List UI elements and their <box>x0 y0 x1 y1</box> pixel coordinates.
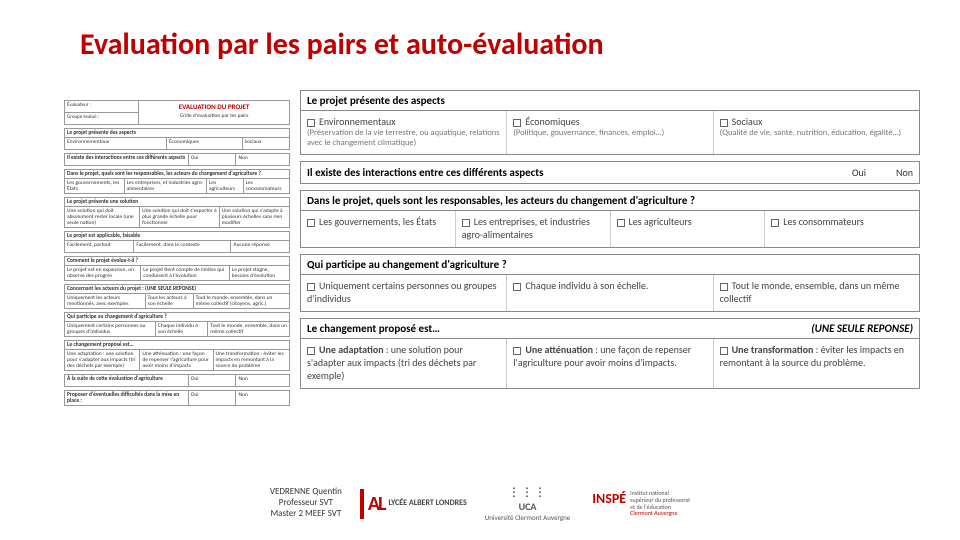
block-participants: Qui participe au changement d'agricultur… <box>300 254 920 312</box>
block-responsables: Dans le projet, quels sont les responsab… <box>300 190 920 248</box>
thumb-sec11: Proposer d'éventuelles difficultés dans … <box>65 391 189 406</box>
opt-entreprises[interactable]: Les entreprises, et industries agro-alim… <box>456 211 611 247</box>
author-degree: Master 2 MEEF SVT <box>270 509 342 520</box>
checkbox-icon <box>720 347 728 355</box>
checkbox-icon <box>307 119 315 127</box>
logo-bar-icon <box>360 489 364 519</box>
opt-agriculteurs[interactable]: Les agriculteurs <box>611 211 766 247</box>
evaluation-grid-thumbnail: Évaluateur : EVALUATION DU PROJET Grille… <box>64 100 290 450</box>
checkbox-icon <box>720 119 728 127</box>
logo-inspe: INSPÉ Institut national supérieur du pro… <box>588 490 690 516</box>
thumb-sec10: À la suite de cette évaluation d'agricul… <box>65 375 189 387</box>
checkbox-icon <box>720 283 728 291</box>
thumb-sec8: Qui participe au changement d'agricultur… <box>65 313 290 322</box>
logo-uca: ⋮⋮⋮ UCA Université Clermont Auvergne <box>485 485 571 522</box>
opt-chaque-individu[interactable]: Chaque individu à son échelle. <box>507 275 713 311</box>
slide-title: Evaluation par les pairs et auto-évaluat… <box>80 26 604 63</box>
checkbox-icon <box>513 119 521 127</box>
thumb-sec4: Le projet présente une solution <box>65 198 290 207</box>
thumb-sec7: Concernant les acteurs du projet : (UNE … <box>65 285 290 294</box>
opt-economiques[interactable]: Économiques (Politique, gouvernance, fin… <box>507 111 713 154</box>
opt-sociaux[interactable]: Sociaux (Qualité de vie, santé, nutritio… <box>714 111 919 154</box>
opt-gouvernements[interactable]: Les gouvernements, les États <box>301 211 456 247</box>
checkbox-icon <box>617 219 625 227</box>
logo-lycee: AL LYCÉE ALBERT LONDRES <box>360 489 467 519</box>
thumb-heading: EVALUATION DU PROJET <box>141 102 287 111</box>
opt-attenuation[interactable]: Une atténuation : une façon de repenser … <box>507 339 713 388</box>
opt-environnementaux[interactable]: Environnementaux (Préservation de la vie… <box>301 111 507 154</box>
logo-al-icon: AL <box>368 492 385 516</box>
thumb-sec2: Il existe des interactions entre ces dif… <box>65 154 189 166</box>
block-aspects-header: Le projet présente des aspects <box>301 91 919 111</box>
checkbox-icon <box>513 347 521 355</box>
checkbox-icon <box>771 219 779 227</box>
block-changement: Le changement proposé est…(UNE SEULE REP… <box>300 318 920 389</box>
thumb-sec9: Le changement proposé est… <box>65 341 290 350</box>
block-participants-header: Qui participe au changement d'agricultur… <box>301 255 919 275</box>
group-label: Groupe évalué : <box>65 113 139 125</box>
checkbox-icon <box>307 347 315 355</box>
evaluation-grid-detail: Le projet présente des aspects Environne… <box>300 90 920 395</box>
single-response-note: (UNE SEULE REPONSE) <box>811 322 913 335</box>
checkbox-icon <box>513 283 521 291</box>
thumb-sec1: Le projet présente des aspects <box>65 129 290 138</box>
block-changement-header: Le changement proposé est…(UNE SEULE REP… <box>301 319 919 339</box>
checkbox-icon <box>307 219 315 227</box>
opt-transformation[interactable]: Une transformation : éviter les impacts … <box>714 339 919 388</box>
thumb-sec3: Dans le projet, quels sont les responsab… <box>65 170 290 179</box>
author-block: VEDRENNE Quentin Professeur SVT Master 2… <box>270 487 342 519</box>
opt-certains[interactable]: Uniquement certains personnes ou groupes… <box>301 275 507 311</box>
thumb-subheading: Grille d'évaluation par les pairs <box>141 113 287 119</box>
checkbox-icon <box>307 283 315 291</box>
opt-adaptation[interactable]: Une adaptation : une solution pour s'ada… <box>301 339 507 388</box>
block-aspects: Le projet présente des aspects Environne… <box>300 90 920 155</box>
opt-tout-le-monde[interactable]: Tout le monde, ensemble, dans un même co… <box>714 275 919 311</box>
thumb-sec5: Le projet est applicable, faisable <box>65 232 290 241</box>
block-interactions: Il existe des interactions entre ces dif… <box>300 161 920 184</box>
slide-footer: VEDRENNE Quentin Professeur SVT Master 2… <box>0 485 960 522</box>
opt-non[interactable]: Non <box>896 166 913 179</box>
thumb-sec6: Comment le projet évolue-t-il ? <box>65 257 290 266</box>
uca-dots-icon: ⋮⋮⋮ <box>485 485 571 500</box>
checkbox-icon <box>462 219 470 227</box>
opt-consommateurs[interactable]: Les consommateurs <box>765 211 919 247</box>
evaluator-label: Évaluateur : <box>65 101 139 113</box>
block-responsables-header: Dans le projet, quels sont les responsab… <box>301 191 919 211</box>
opt-oui[interactable]: Oui <box>852 166 866 179</box>
interactions-question: Il existe des interactions entre ces dif… <box>307 166 822 179</box>
